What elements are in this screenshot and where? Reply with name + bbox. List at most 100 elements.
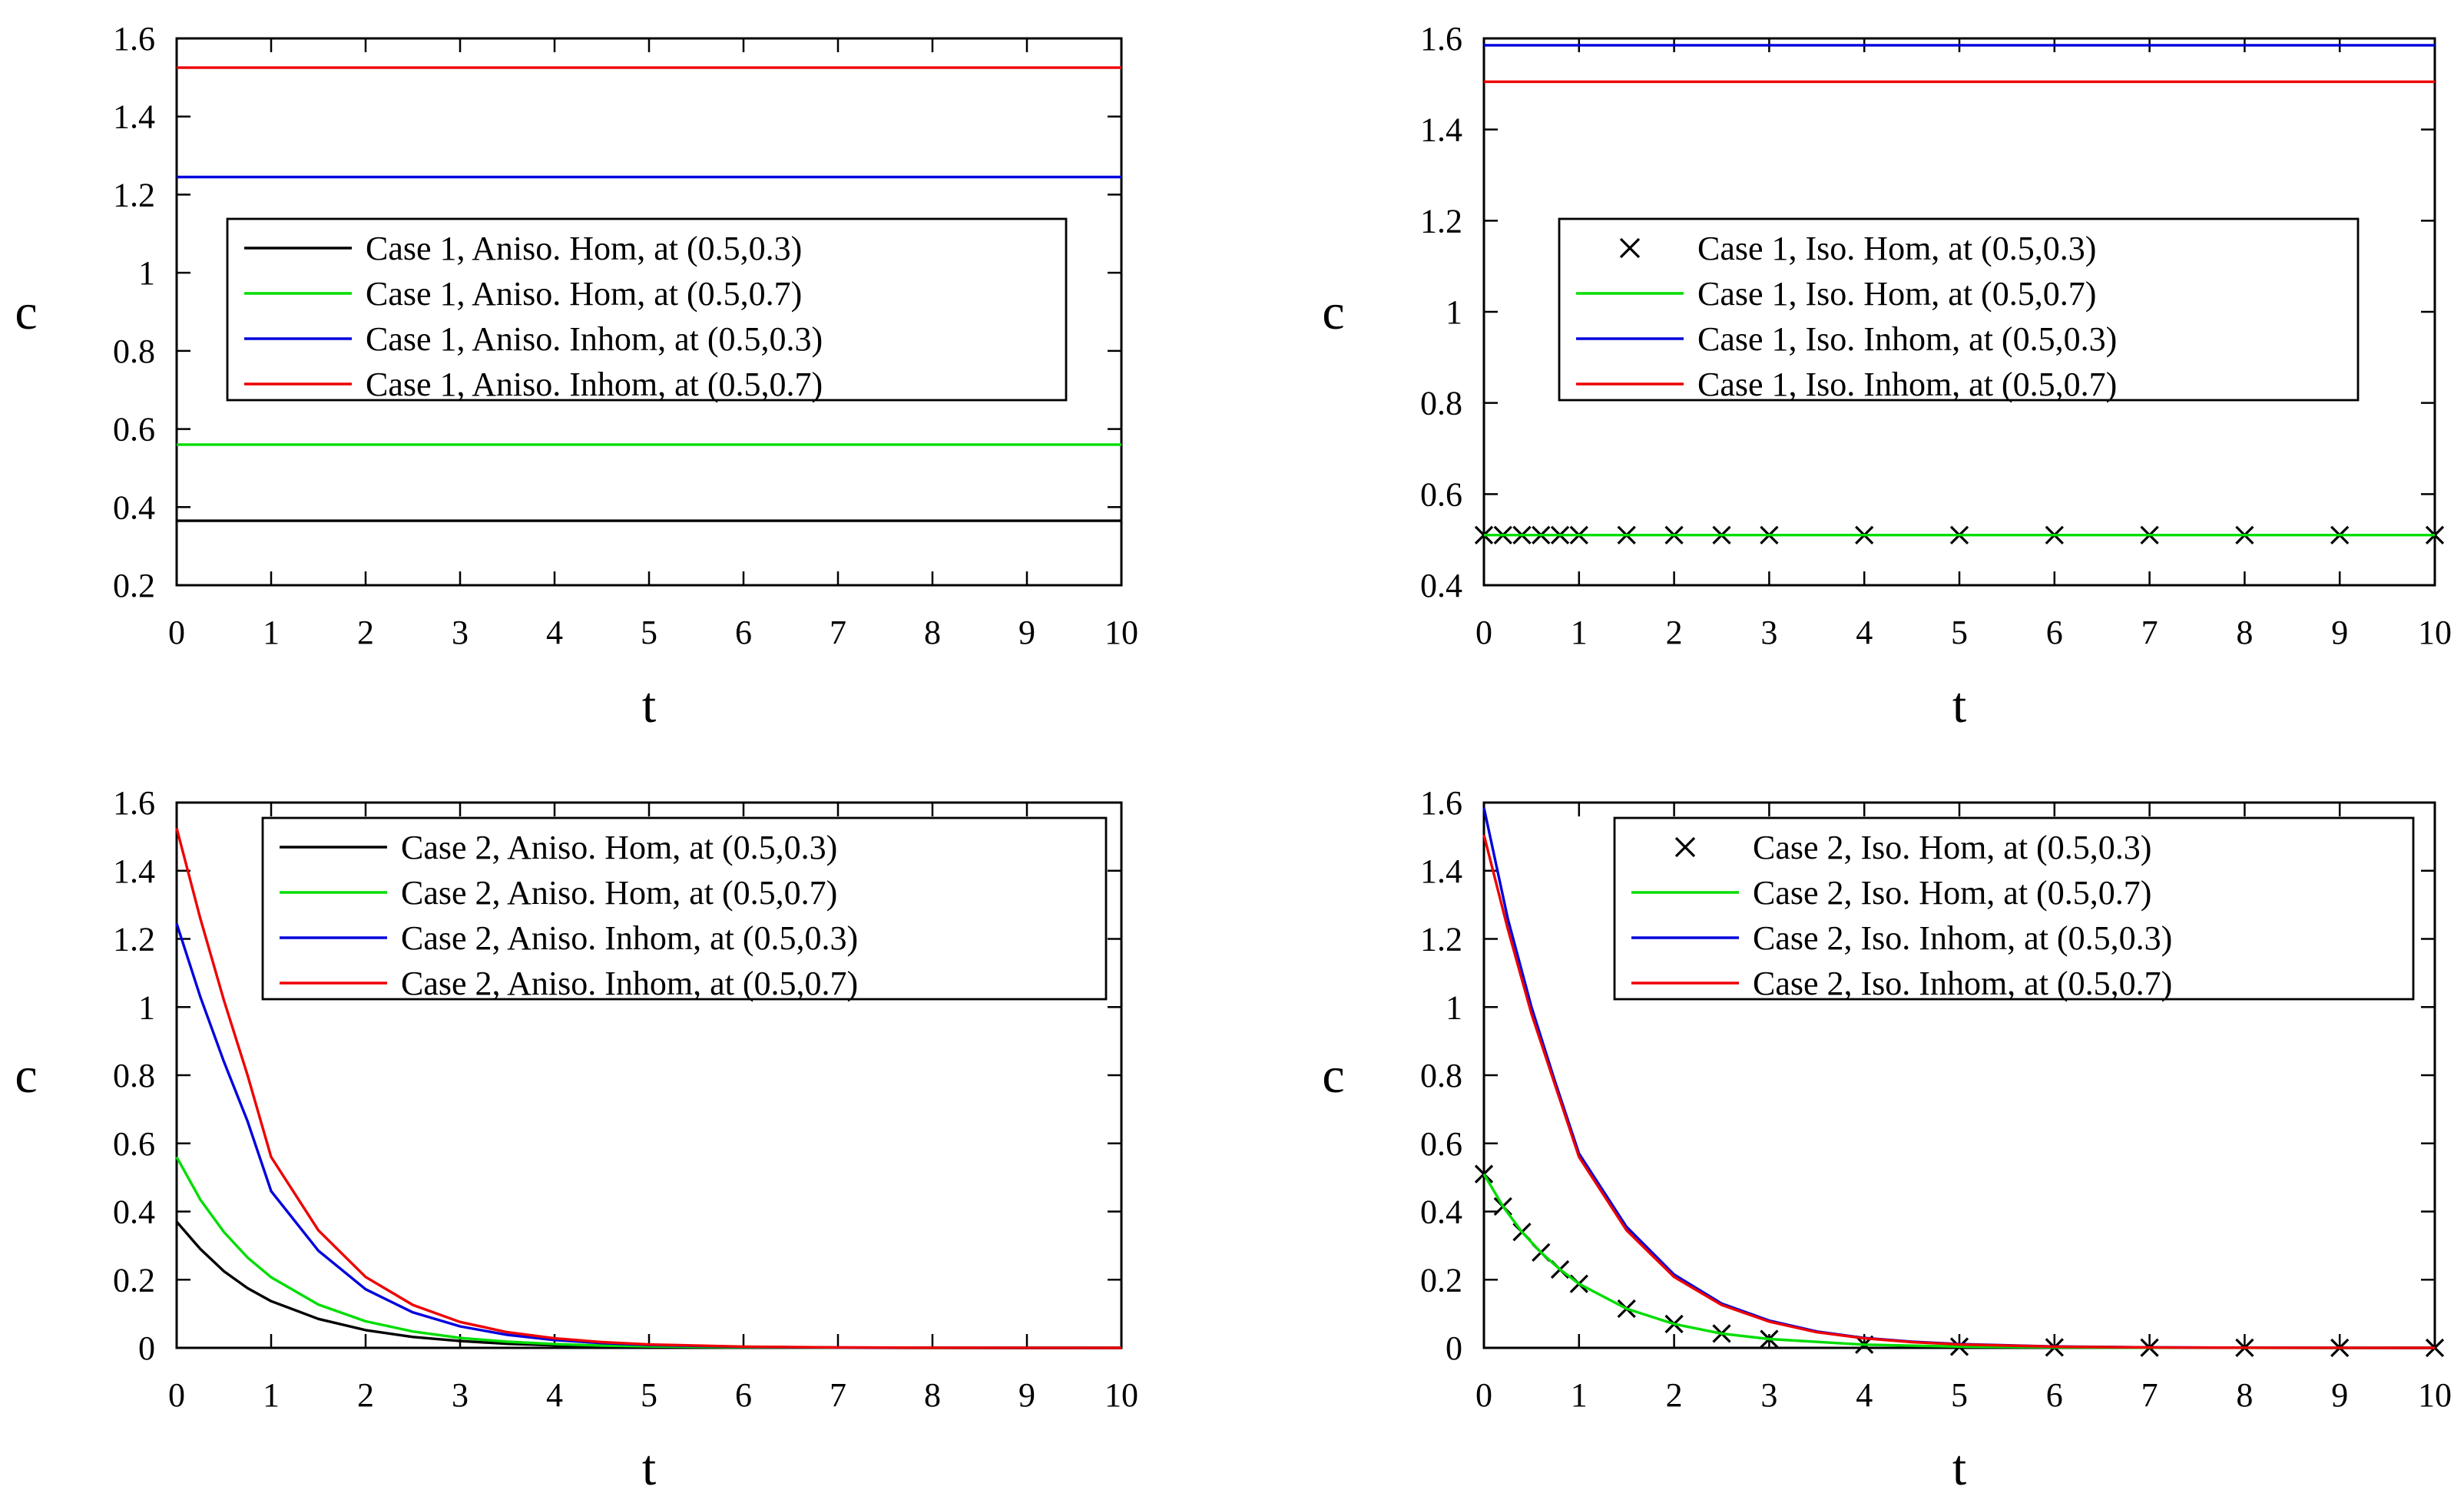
y-axis-label: c — [15, 1048, 37, 1104]
x-tick-label: 7 — [830, 1376, 846, 1414]
y-tick-label: 1.4 — [113, 98, 155, 136]
legend-box — [261, 816, 1108, 1001]
legend-label: Case 2, Iso. Hom, at (0.5,0.3) — [1753, 829, 2151, 866]
series-point — [1474, 1164, 1494, 1184]
x-tick-label: 0 — [168, 1376, 185, 1414]
x-tick-label: 9 — [1018, 614, 1035, 651]
x-tick-label: 5 — [1951, 1376, 1968, 1414]
x-tick-label: 8 — [2236, 1376, 2253, 1414]
y-tick-label: 1.4 — [1420, 111, 1462, 149]
x-tick-label: 6 — [2046, 1376, 2063, 1414]
x-tick-label: 7 — [2141, 614, 2158, 651]
legend-label: Case 1, Aniso. Hom, at (0.5,0.7) — [366, 275, 802, 313]
legend-label: Case 2, Iso. Inhom, at (0.5,0.3) — [1753, 919, 2172, 957]
x-tick-label: 6 — [735, 1376, 752, 1414]
y-tick-label: 0.6 — [1420, 475, 1462, 513]
x-tick-label: 3 — [452, 614, 469, 651]
series-line — [1482, 834, 2436, 1349]
x-tick-label: 10 — [2418, 1376, 2452, 1414]
x-tick-label: 4 — [1856, 614, 1873, 651]
x-axis-label: t — [642, 1440, 656, 1496]
x-tick-label: 5 — [641, 1376, 657, 1414]
y-tick-label: 0.6 — [113, 411, 155, 449]
legend-box — [226, 217, 1068, 402]
x-axis-label: t — [1952, 1440, 1966, 1496]
x-tick-label: 10 — [1104, 1376, 1138, 1414]
y-tick-label: 0.8 — [1420, 1057, 1462, 1094]
series-line — [175, 1220, 1121, 1349]
y-tick-label: 1.2 — [1420, 202, 1462, 240]
y-tick-label: 0 — [1446, 1329, 1462, 1367]
x-tick-label: 4 — [546, 614, 563, 651]
x-tick-label: 8 — [924, 1376, 941, 1414]
y-tick-label: 0.4 — [113, 1193, 155, 1231]
legend-label: Case 1, Aniso. Inhom, at (0.5,0.3) — [366, 320, 823, 358]
y-tick-label: 1 — [1446, 988, 1462, 1026]
legend-label: Case 2, Aniso. Inhom, at (0.5,0.3) — [401, 919, 858, 957]
y-tick-label: 0.4 — [113, 488, 155, 526]
x-tick-label: 9 — [2331, 1376, 2348, 1414]
y-tick-label: 1.6 — [113, 20, 155, 58]
x-tick-label: 8 — [924, 614, 941, 651]
y-tick-label: 0.8 — [113, 1057, 155, 1094]
y-tick-label: 0.8 — [113, 333, 155, 370]
chart-panel-4: 0 1 2 3 4 5 6 7 8 9 10 0 0.2 0.4 0.6 0.8 1 1.2 1.4 1.6 t c Cas… — [1322, 784, 2452, 1496]
x-tick-label: 1 — [1571, 1376, 1588, 1414]
chart-panel-2: 0 1 2 3 4 5 6 7 8 9 10 0.4 0.6 0.8 1 1.2 1.4 1.6 t c Case 1,… — [1322, 20, 2452, 733]
x-axis-label: t — [1952, 677, 1966, 733]
series-line — [1482, 1173, 2435, 1349]
x-tick-label: 0 — [1475, 614, 1492, 651]
x-tick-label: 7 — [830, 614, 846, 651]
y-tick-label: 0 — [138, 1329, 155, 1367]
x-tick-label: 3 — [1760, 1376, 1777, 1414]
x-tick-label: 10 — [1104, 614, 1138, 651]
y-axis-label: c — [1322, 1048, 1344, 1104]
legend-label: Case 1, Iso. Hom, at (0.5,0.3) — [1697, 230, 2096, 267]
x-tick-label: 4 — [546, 1376, 563, 1414]
x-tick-label: 1 — [1571, 614, 1588, 651]
x-tick-label: 6 — [2046, 614, 2063, 651]
chart-panel-1: 0 1 2 3 4 5 6 7 8 9 10 0.2 0.4 0.6 0.8 1 1.2 1.4 1.6 t c Case… — [15, 20, 1138, 733]
x-tick-label: 0 — [168, 614, 185, 651]
y-axis-label: c — [1322, 284, 1344, 340]
chart-panel-3: 0 1 2 3 4 5 6 7 8 9 10 0 0.2 0.4 0.6 0.8 1 1.2 1.4 1.6 t c Cas… — [15, 784, 1138, 1496]
y-tick-label: 1.2 — [1420, 921, 1462, 958]
y-tick-label: 1 — [138, 254, 155, 292]
x-tick-label: 2 — [357, 614, 374, 651]
y-tick-label: 0.6 — [113, 1125, 155, 1163]
series-line — [175, 827, 1122, 1349]
x-tick-label: 5 — [641, 614, 657, 651]
y-tick-label: 0.6 — [1420, 1125, 1462, 1163]
x-tick-label: 2 — [357, 1376, 374, 1414]
y-tick-label: 0.4 — [1420, 567, 1462, 604]
legend-label: Case 1, Aniso. Inhom, at (0.5,0.7) — [366, 366, 823, 403]
y-tick-label: 1.4 — [113, 852, 155, 890]
x-tick-label: 0 — [1475, 1376, 1492, 1414]
legend-label: Case 2, Aniso. Hom, at (0.5,0.7) — [401, 874, 837, 912]
legend-label: Case 2, Iso. Inhom, at (0.5,0.7) — [1753, 965, 2172, 1002]
y-tick-label: 1.6 — [1420, 20, 1462, 58]
y-tick-label: 1.2 — [113, 176, 155, 214]
y-tick-label: 1.4 — [1420, 852, 1462, 890]
legend-label: Case 2, Iso. Hom, at (0.5,0.7) — [1753, 874, 2151, 912]
x-tick-label: 8 — [2236, 614, 2253, 651]
legend-box — [1558, 217, 2360, 402]
y-tick-label: 1 — [1446, 293, 1462, 331]
legend-marker — [1674, 836, 1696, 858]
y-axis-label: c — [15, 284, 37, 340]
x-tick-label: 9 — [2331, 614, 2348, 651]
x-axis-label: t — [642, 677, 656, 733]
y-tick-label: 1.6 — [1420, 784, 1462, 822]
x-tick-label: 5 — [1951, 614, 1968, 651]
legend-label: Case 1, Iso. Hom, at (0.5,0.7) — [1697, 275, 2096, 313]
legend-label: Case 1, Aniso. Hom, at (0.5,0.3) — [366, 230, 802, 267]
y-tick-label: 1.6 — [113, 784, 155, 822]
x-tick-label: 3 — [1760, 614, 1777, 651]
y-tick-label: 0.2 — [113, 1261, 155, 1299]
y-tick-label: 0.2 — [1420, 1261, 1462, 1299]
x-tick-label: 2 — [1666, 1376, 1683, 1414]
y-tick-label: 0.2 — [113, 567, 155, 604]
legend-label: Case 1, Iso. Inhom, at (0.5,0.3) — [1697, 320, 2117, 358]
legend-marker — [1619, 237, 1641, 259]
